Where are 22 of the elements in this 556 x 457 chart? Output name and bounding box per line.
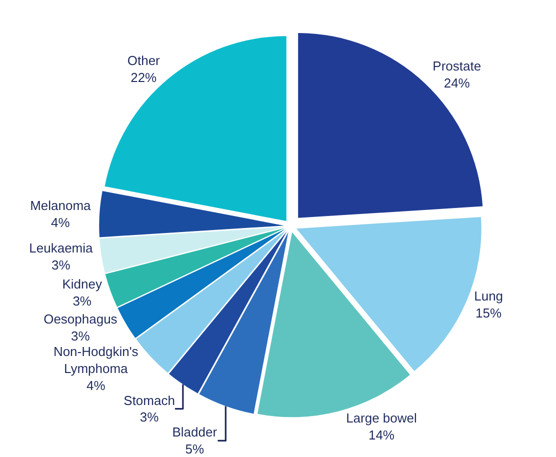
- slice-label: Melanoma: [30, 198, 92, 213]
- slice-label: Kidney: [62, 276, 102, 292]
- slice-label: Lung: [474, 288, 504, 304]
- data-label: 22%: [130, 70, 158, 86]
- data-label: 15%: [476, 305, 502, 320]
- slice-label: Leukaemia: [29, 240, 94, 256]
- slice-label: Bladder: [172, 424, 218, 440]
- data-label: 24%: [444, 76, 470, 91]
- data-label: 4%: [86, 378, 106, 393]
- slice-label: Large bowel: [346, 410, 418, 426]
- data-label: 14%: [368, 427, 395, 442]
- slice-label: Stomach: [124, 392, 175, 408]
- data-label: 3%: [140, 410, 160, 425]
- slice-label: Non-Hodgkin's Lymphoma: [53, 344, 139, 376]
- data-label: 3%: [71, 328, 90, 344]
- slice-label: Oesophagus: [44, 312, 118, 327]
- slice-label: Prostate: [432, 58, 482, 74]
- data-label: 4%: [51, 214, 70, 230]
- data-label: 3%: [52, 257, 71, 272]
- data-label: 5%: [185, 442, 204, 457]
- data-label: 3%: [72, 294, 92, 309]
- slice-label: Other: [127, 53, 161, 68]
